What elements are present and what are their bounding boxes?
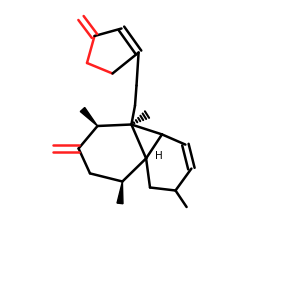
Polygon shape (80, 107, 98, 126)
Text: H: H (155, 151, 163, 161)
Polygon shape (117, 182, 123, 204)
